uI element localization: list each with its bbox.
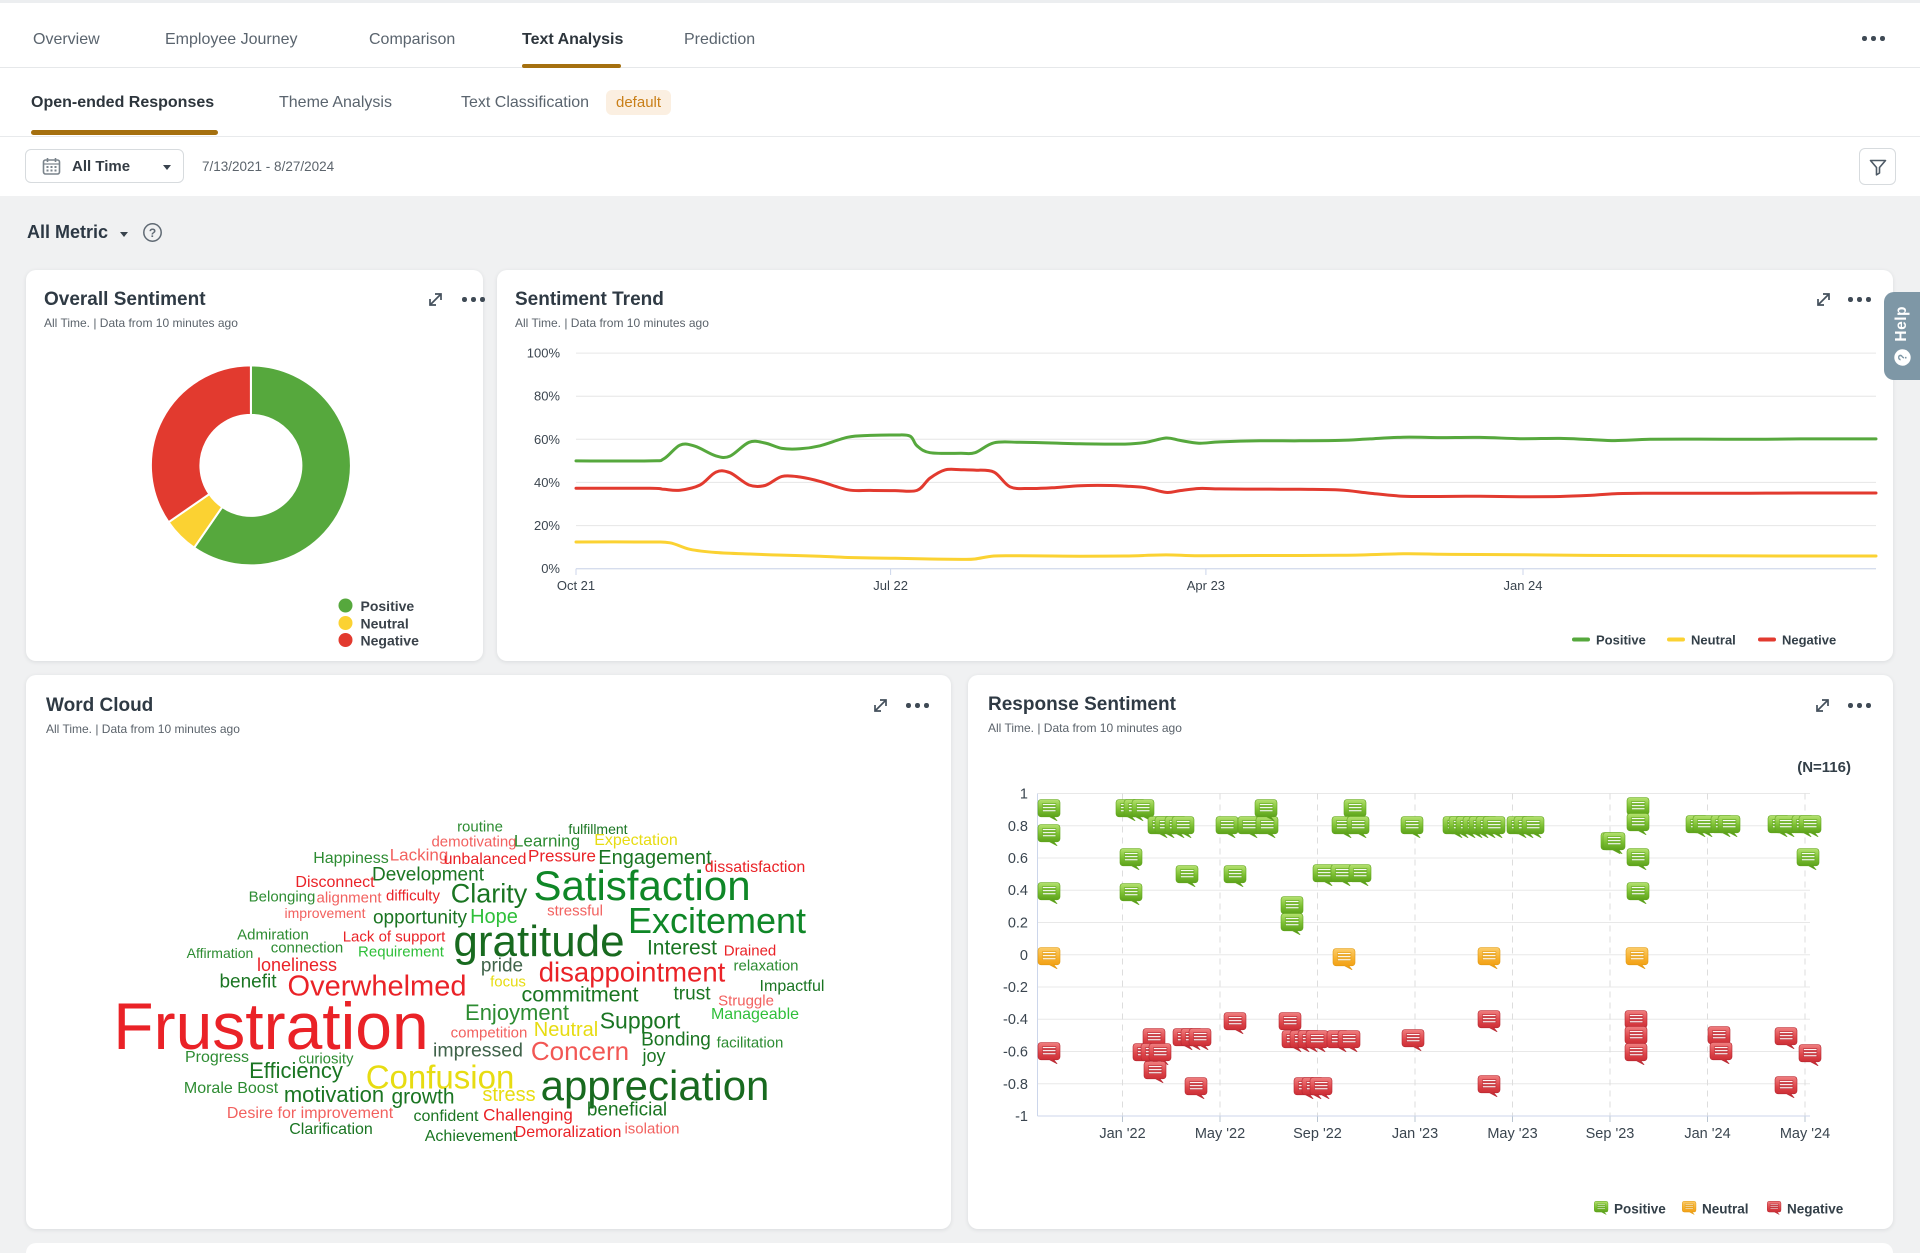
- svg-text:(N=116): (N=116): [1797, 759, 1851, 776]
- svg-text:0.8: 0.8: [1008, 819, 1028, 835]
- svg-text:?: ?: [149, 226, 156, 240]
- svg-text:Positive: Positive: [1596, 633, 1646, 648]
- svg-text:0.4: 0.4: [1008, 883, 1028, 899]
- svg-text:Sep '22: Sep '22: [1293, 1126, 1342, 1142]
- svg-text:-0.4: -0.4: [1003, 1012, 1028, 1028]
- svg-text:May '24: May '24: [1780, 1126, 1830, 1142]
- svg-text:-1: -1: [1015, 1109, 1028, 1125]
- svg-text:0%: 0%: [541, 561, 560, 576]
- svg-text:Negative: Negative: [1787, 1202, 1844, 1217]
- svg-text:Negative: Negative: [1782, 633, 1836, 648]
- svg-text:Negative: Negative: [361, 633, 420, 649]
- svg-text:Neutral: Neutral: [361, 616, 409, 632]
- svg-text:0: 0: [1020, 948, 1028, 964]
- svg-text:20%: 20%: [534, 518, 560, 533]
- svg-text:Jan '24: Jan '24: [1684, 1126, 1730, 1142]
- svg-text:Oct 21: Oct 21: [557, 578, 595, 593]
- svg-text:May '22: May '22: [1195, 1126, 1245, 1142]
- svg-text:1: 1: [1020, 787, 1028, 803]
- svg-text:Neutral: Neutral: [1691, 633, 1736, 648]
- svg-text:May '23: May '23: [1487, 1126, 1537, 1142]
- svg-text:Positive: Positive: [1614, 1202, 1666, 1217]
- svg-text:80%: 80%: [534, 389, 560, 404]
- svg-text:-0.2: -0.2: [1003, 980, 1028, 996]
- svg-text:Apr 23: Apr 23: [1187, 578, 1225, 593]
- svg-text:Jan '22: Jan '22: [1099, 1126, 1145, 1142]
- svg-text:60%: 60%: [534, 432, 560, 447]
- svg-text:?: ?: [1897, 354, 1909, 361]
- svg-text:-0.6: -0.6: [1003, 1045, 1028, 1061]
- svg-text:100%: 100%: [527, 346, 561, 361]
- svg-text:0.2: 0.2: [1008, 916, 1028, 932]
- svg-text:Positive: Positive: [361, 598, 415, 614]
- svg-text:Neutral: Neutral: [1702, 1202, 1749, 1217]
- svg-text:0.6: 0.6: [1008, 851, 1028, 867]
- svg-text:Sep '23: Sep '23: [1586, 1126, 1635, 1142]
- svg-text:Jul 22: Jul 22: [873, 578, 908, 593]
- svg-text:Jan '23: Jan '23: [1392, 1126, 1438, 1142]
- svg-text:Jan 24: Jan 24: [1503, 578, 1542, 593]
- svg-text:-0.8: -0.8: [1003, 1077, 1028, 1093]
- svg-text:40%: 40%: [534, 475, 560, 490]
